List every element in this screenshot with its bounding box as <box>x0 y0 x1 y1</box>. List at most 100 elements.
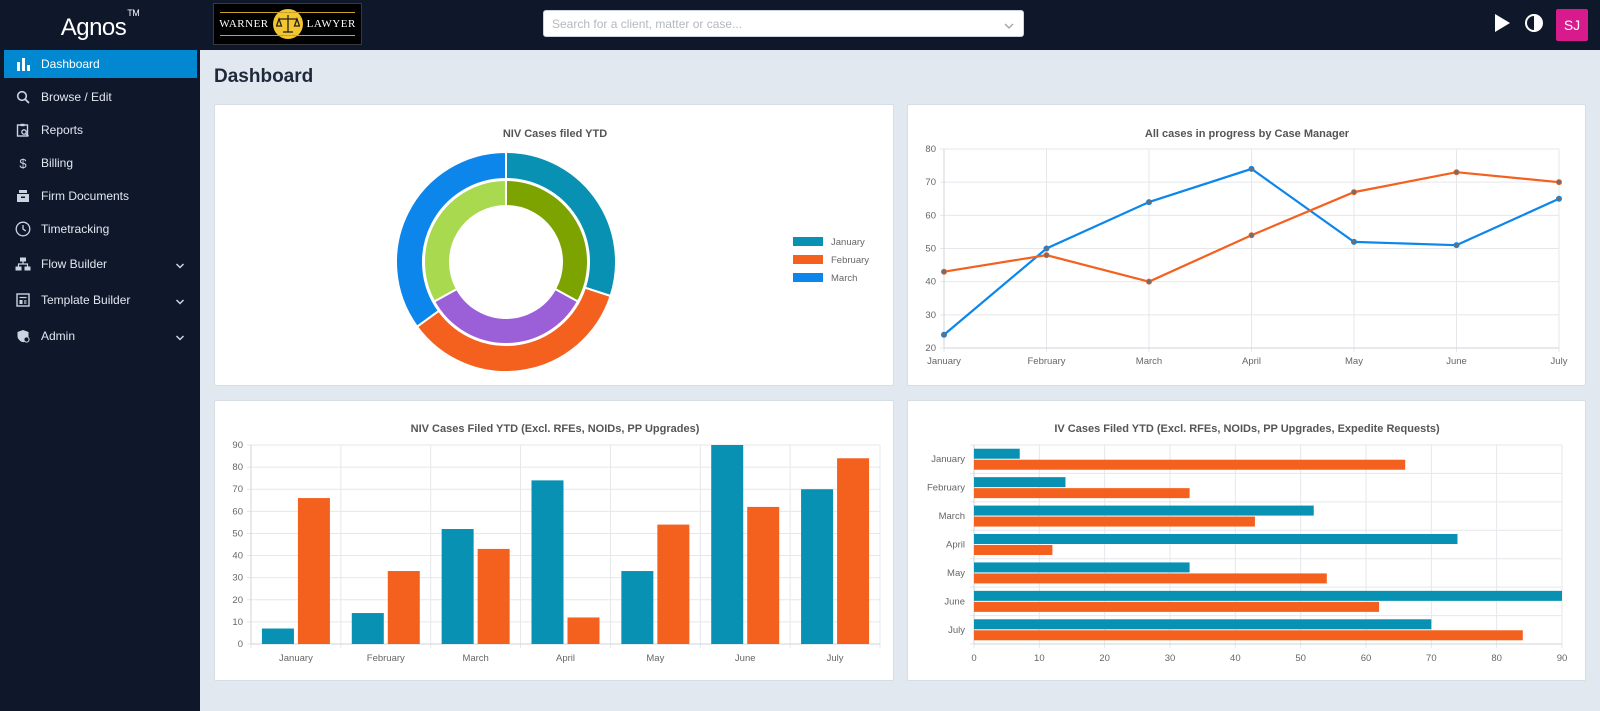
scales-of-justice-icon <box>272 9 303 39</box>
chart-card-case-manager-line: All cases in progress by Case Manager 20 3… <box>907 104 1586 386</box>
trademark: TM <box>127 8 140 18</box>
y-tick-label: 60 <box>925 210 936 221</box>
search-box[interactable] <box>543 10 1024 37</box>
dollar-icon: $ <box>15 155 31 171</box>
chart-card-niv-bar: NIV Cases Filed YTD (Excl. RFEs, NOIDs, … <box>214 400 894 681</box>
flow-icon <box>15 256 31 272</box>
bar-may-series-1 <box>657 524 690 644</box>
hbar-july-series-1 <box>974 630 1523 641</box>
contrast-toggle-icon[interactable] <box>1524 13 1544 38</box>
template-icon <box>15 292 31 308</box>
sidebar-item-flow-builder[interactable]: Flow Builder <box>4 250 197 278</box>
bar-march-series-1 <box>477 548 510 644</box>
y-tick-label: 30 <box>232 573 243 584</box>
y-tick-label: June <box>944 596 965 607</box>
x-tick-label: March <box>1136 356 1162 367</box>
niv-bar-chart: NIV Cases Filed YTD (Excl. RFEs, NOIDs, … <box>232 423 881 664</box>
y-tick-label: February <box>927 483 965 494</box>
bar-may-series-0 <box>621 571 654 644</box>
hbar-june-series-0 <box>974 590 1562 601</box>
search-input[interactable] <box>544 11 984 36</box>
hbar-march-series-0 <box>974 505 1314 516</box>
y-tick-label: April <box>946 540 965 551</box>
y-tick-label: 70 <box>232 484 243 495</box>
x-tick-label: 40 <box>1230 653 1241 664</box>
chart-card-niv-donut: NIV Cases filed YTD January February March <box>214 104 894 386</box>
x-tick-label: April <box>556 653 575 664</box>
sidebar-item-label: Reports <box>41 123 84 137</box>
top-bar: AgnosTM WARNER LAWYER SJ <box>0 0 1600 50</box>
sidebar-item-billing[interactable]: $ Billing <box>4 149 197 177</box>
sidebar-item-template-builder[interactable]: Template Builder <box>4 286 197 314</box>
bar-april-series-1 <box>567 617 600 644</box>
y-tick-label: 30 <box>925 310 936 321</box>
sidebar-item-admin[interactable]: Admin <box>4 322 197 350</box>
y-tick-label: 40 <box>925 277 936 288</box>
sidebar-item-dashboard[interactable]: Dashboard <box>4 50 197 78</box>
sidebar-item-label: Browse / Edit <box>41 90 112 104</box>
y-tick-label: 90 <box>232 440 243 451</box>
x-tick-label: February <box>1027 356 1065 367</box>
y-tick-label: March <box>939 511 965 522</box>
sidebar-item-label: Timetracking <box>41 222 110 236</box>
sidebar-item-firm-documents[interactable]: Firm Documents <box>4 182 197 210</box>
chart-card-iv-hbar: IV Cases Filed YTD (Excl. RFEs, NOIDs, P… <box>907 400 1586 681</box>
bar-january-series-1 <box>297 498 330 644</box>
clock-icon <box>15 221 31 237</box>
chart-title: All cases in progress by Case Manager <box>1145 128 1350 140</box>
sidebar: Dashboard Browse / Edit Reports $ Billin… <box>0 50 200 711</box>
search-icon <box>15 89 31 105</box>
bar-june-series-0 <box>711 445 744 644</box>
x-tick-label: January <box>927 356 961 367</box>
x-tick-label: March <box>462 653 488 664</box>
hbar-april-series-0 <box>974 534 1458 544</box>
sidebar-item-label: Admin <box>41 329 76 343</box>
hbar-april-series-1 <box>974 545 1053 555</box>
y-tick-label: July <box>948 625 965 636</box>
user-avatar[interactable]: SJ <box>1556 9 1588 41</box>
x-tick-label: June <box>735 653 756 664</box>
y-tick-label: May <box>947 568 965 579</box>
hbar-january-series-1 <box>974 459 1406 470</box>
sidebar-item-label: Firm Documents <box>41 189 130 203</box>
report-icon <box>15 122 31 138</box>
y-tick-label: 70 <box>925 177 936 188</box>
hbar-march-series-1 <box>974 516 1255 527</box>
x-tick-label: 60 <box>1361 653 1372 664</box>
play-icon[interactable] <box>1492 13 1512 38</box>
documents-icon <box>15 188 31 204</box>
hbar-july-series-0 <box>974 619 1432 630</box>
y-tick-label: 50 <box>925 244 936 255</box>
y-tick-label: 0 <box>238 639 243 650</box>
bar-chart-icon <box>15 56 31 72</box>
chevron-down-icon[interactable] <box>1003 18 1015 36</box>
y-tick-label: 80 <box>925 144 936 155</box>
x-tick-label: May <box>646 653 664 664</box>
hbar-january-series-0 <box>974 448 1020 459</box>
x-tick-label: 70 <box>1426 653 1437 664</box>
data-point <box>1556 195 1563 202</box>
legend-swatch <box>793 273 823 282</box>
chevron-down-icon <box>175 295 185 309</box>
sidebar-item-timetracking[interactable]: Timetracking <box>4 215 197 243</box>
sidebar-item-browse-edit[interactable]: Browse / Edit <box>4 83 197 111</box>
y-tick-label: 60 <box>232 506 243 517</box>
sidebar-item-reports[interactable]: Reports <box>4 116 197 144</box>
data-point <box>1453 242 1460 249</box>
bar-february-series-1 <box>387 571 420 644</box>
x-tick-label: July <box>827 653 844 664</box>
chart-title: NIV Cases Filed YTD (Excl. RFEs, NOIDs, … <box>411 423 700 435</box>
iv-horizontal-bar-chart: IV Cases Filed YTD (Excl. RFEs, NOIDs, P… <box>927 423 1567 664</box>
x-tick-label: July <box>1551 356 1568 367</box>
y-tick-label: 40 <box>232 551 243 562</box>
data-point <box>1350 238 1357 245</box>
top-right-actions: SJ <box>1492 9 1588 41</box>
data-point <box>1556 179 1563 186</box>
sidebar-item-label: Template Builder <box>41 293 131 307</box>
y-tick-label: 10 <box>232 617 243 628</box>
page-title: Dashboard <box>214 66 314 87</box>
app-logo[interactable]: AgnosTM <box>0 0 200 50</box>
bar-january-series-0 <box>261 628 294 644</box>
data-point <box>1145 199 1152 206</box>
chart-title: NIV Cases filed YTD <box>503 128 607 140</box>
